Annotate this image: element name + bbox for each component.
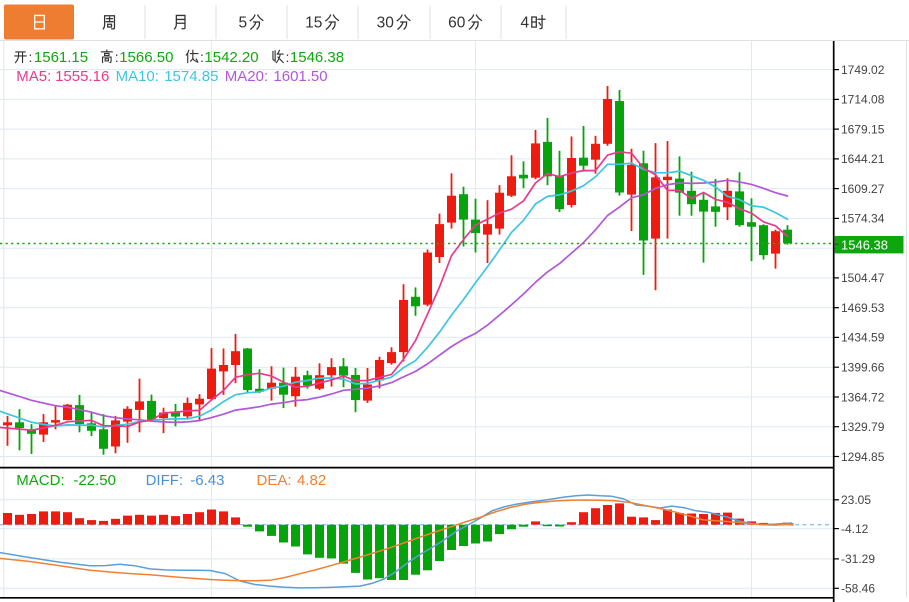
svg-text::: : (29, 49, 33, 65)
svg-text:1434.59: 1434.59 (841, 331, 885, 345)
svg-text:-4.12: -4.12 (841, 522, 869, 536)
svg-text:1504.47: 1504.47 (841, 271, 885, 285)
svg-text:1679.15: 1679.15 (841, 122, 885, 136)
svg-text:1364.72: 1364.72 (841, 390, 885, 404)
svg-text:23.05: 23.05 (841, 493, 871, 507)
svg-text::: : (200, 49, 204, 65)
svg-text:-6.43: -6.43 (190, 472, 224, 489)
svg-text:5: 5 (239, 15, 248, 32)
svg-text:DEA:: DEA: (257, 472, 292, 489)
svg-text:1644.21: 1644.21 (841, 152, 885, 166)
svg-text:1546.38: 1546.38 (290, 49, 344, 66)
svg-text:MA10:: MA10: (116, 68, 159, 85)
svg-text:1546.38: 1546.38 (841, 237, 888, 252)
svg-text::: : (286, 49, 290, 65)
svg-text:4.82: 4.82 (297, 472, 326, 489)
svg-text:1555.16: 1555.16 (55, 68, 109, 85)
svg-text:1469.53: 1469.53 (841, 301, 885, 315)
svg-text:-31.29: -31.29 (841, 552, 875, 566)
svg-text:1749.02: 1749.02 (841, 63, 885, 77)
svg-text:60: 60 (448, 15, 466, 32)
svg-text:-58.46: -58.46 (841, 582, 875, 596)
svg-text:MACD:: MACD: (16, 472, 64, 489)
svg-text:1609.27: 1609.27 (841, 182, 885, 196)
svg-text:1601.50: 1601.50 (273, 68, 327, 85)
svg-text:1542.20: 1542.20 (204, 49, 258, 66)
svg-text:1714.08: 1714.08 (841, 93, 885, 107)
svg-text:1574.34: 1574.34 (841, 212, 885, 226)
svg-text:1399.66: 1399.66 (841, 361, 885, 375)
svg-text:1566.50: 1566.50 (119, 49, 173, 66)
svg-text:15: 15 (305, 15, 322, 32)
svg-text:30: 30 (377, 15, 395, 32)
svg-text:DIFF:: DIFF: (146, 472, 184, 489)
svg-text::: : (115, 49, 119, 65)
svg-text:1574.85: 1574.85 (164, 68, 218, 85)
svg-text:1561.15: 1561.15 (34, 49, 88, 66)
svg-text:MA5:: MA5: (16, 68, 51, 85)
svg-text:1294.85: 1294.85 (841, 450, 885, 464)
svg-text:MA20:: MA20: (225, 68, 268, 85)
svg-text:-22.50: -22.50 (73, 472, 116, 489)
svg-text:1329.79: 1329.79 (841, 420, 885, 434)
svg-text:4: 4 (521, 15, 530, 32)
